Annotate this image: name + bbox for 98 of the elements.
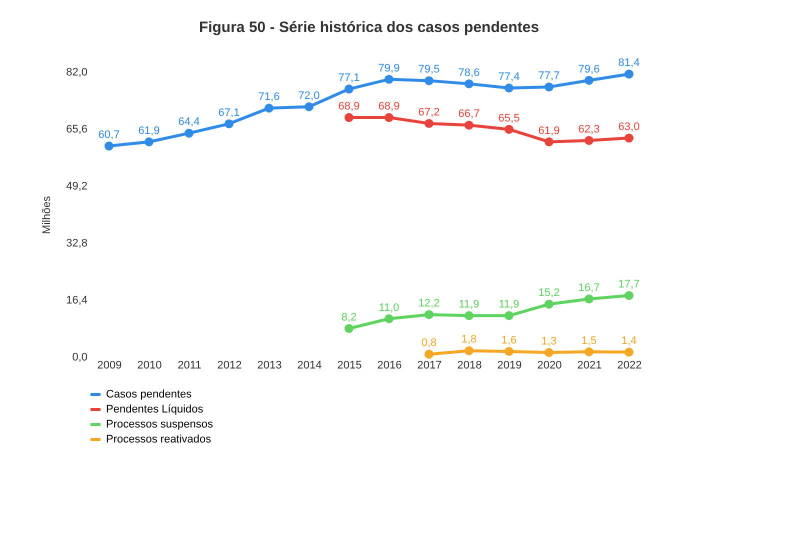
data-label: 72,0 xyxy=(298,90,320,102)
point xyxy=(344,113,354,122)
data-label: 77,4 xyxy=(498,70,520,83)
data-label: 78,6 xyxy=(458,66,480,79)
data-label: 64,4 xyxy=(178,116,200,128)
point xyxy=(464,120,474,130)
point xyxy=(384,74,394,84)
point xyxy=(384,314,394,324)
data-label: 11,0 xyxy=(378,302,400,314)
point xyxy=(464,346,474,356)
point xyxy=(224,119,234,128)
y-axis-title: Milhões xyxy=(41,196,54,234)
data-label: 1,4 xyxy=(621,335,637,348)
x-tick-label: 2022 xyxy=(617,360,642,372)
data-label: 60,7 xyxy=(98,129,120,142)
data-label: 77,7 xyxy=(538,70,560,82)
data-label: 62,3 xyxy=(578,123,600,136)
point xyxy=(584,347,594,356)
point xyxy=(624,291,634,300)
data-label: 65,5 xyxy=(498,112,520,124)
data-label: 17,7 xyxy=(618,278,640,290)
chart-title: Figura 50 - Série histórica dos casos pendentes xyxy=(198,19,540,36)
data-label: 1,6 xyxy=(501,334,517,346)
point xyxy=(384,113,394,122)
point xyxy=(304,102,314,112)
point xyxy=(544,82,554,92)
x-tick-label: 2010 xyxy=(137,360,162,372)
point xyxy=(464,311,474,320)
x-tick-label: 2020 xyxy=(537,360,562,372)
data-label: 66,7 xyxy=(458,108,480,120)
point xyxy=(184,128,194,138)
point xyxy=(344,324,354,333)
point xyxy=(504,124,514,134)
data-label: 68,9 xyxy=(378,100,400,113)
y-tick-label: 16,4 xyxy=(66,294,88,306)
x-tick-label: 2015 xyxy=(337,360,362,372)
data-label: 1,3 xyxy=(541,335,557,348)
y-tick-label: 0,0 xyxy=(72,352,88,364)
x-tick-label: 2016 xyxy=(377,360,402,372)
point xyxy=(424,76,434,86)
point xyxy=(504,311,514,320)
data-label: 15,2 xyxy=(538,287,560,300)
x-tick-label: 2014 xyxy=(297,360,322,372)
x-tick-label: 2013 xyxy=(257,360,282,372)
data-label: 79,9 xyxy=(378,62,400,74)
data-label: 77,1 xyxy=(338,72,360,84)
point xyxy=(584,136,594,145)
data-label: 63,0 xyxy=(618,121,640,134)
data-label: 12,2 xyxy=(418,298,440,310)
point xyxy=(504,346,514,356)
legend-label: Pendentes Líquidos xyxy=(106,404,204,416)
legend-label: Casos pendentes xyxy=(106,388,192,400)
point xyxy=(544,348,554,357)
point xyxy=(544,137,554,146)
data-label: 0,8 xyxy=(421,337,437,350)
point xyxy=(624,134,634,142)
data-label: 11,9 xyxy=(498,298,520,311)
point xyxy=(584,76,594,85)
data-label: 79,5 xyxy=(418,64,440,76)
data-label: 11,9 xyxy=(458,298,480,311)
legend-label: Processos reativados xyxy=(106,434,212,446)
point xyxy=(424,310,434,320)
x-tick-label: 2017 xyxy=(417,360,442,372)
data-label: 67,2 xyxy=(418,106,440,118)
data-label: 71,6 xyxy=(258,91,280,104)
point xyxy=(144,137,154,146)
point xyxy=(544,300,554,309)
point xyxy=(344,84,354,94)
y-tick-label: 32,8 xyxy=(66,238,88,250)
x-tick-label: 2012 xyxy=(217,360,242,372)
x-tick-label: 2011 xyxy=(178,360,202,372)
x-tick-label: 2009 xyxy=(97,360,122,372)
y-tick-label: 65,6 xyxy=(66,124,88,136)
data-label: 81,4 xyxy=(618,57,640,70)
data-label: 8,2 xyxy=(341,312,357,324)
data-label: 68,9 xyxy=(338,100,360,113)
data-label: 16,7 xyxy=(578,282,600,294)
data-label: 79,6 xyxy=(578,63,600,76)
data-label: 61,9 xyxy=(138,124,160,137)
point xyxy=(424,118,434,128)
point xyxy=(464,79,474,88)
y-tick-label: 82,0 xyxy=(66,66,88,78)
point xyxy=(624,70,634,79)
point xyxy=(104,142,114,150)
x-tick-label: 2021 xyxy=(577,360,602,372)
point xyxy=(504,84,514,92)
x-tick-label: 2018 xyxy=(457,360,482,372)
data-label: 61,9 xyxy=(538,124,560,137)
data-label: 1,8 xyxy=(461,334,477,346)
point xyxy=(584,294,594,304)
y-tick-label: 49,2 xyxy=(66,180,88,192)
x-tick-label: 2019 xyxy=(497,360,522,372)
point xyxy=(264,104,274,113)
point xyxy=(624,348,634,357)
point xyxy=(424,350,434,359)
data-label: 67,1 xyxy=(218,106,240,119)
legend-label: Processos suspensos xyxy=(106,418,214,430)
data-label: 1,5 xyxy=(581,334,597,347)
